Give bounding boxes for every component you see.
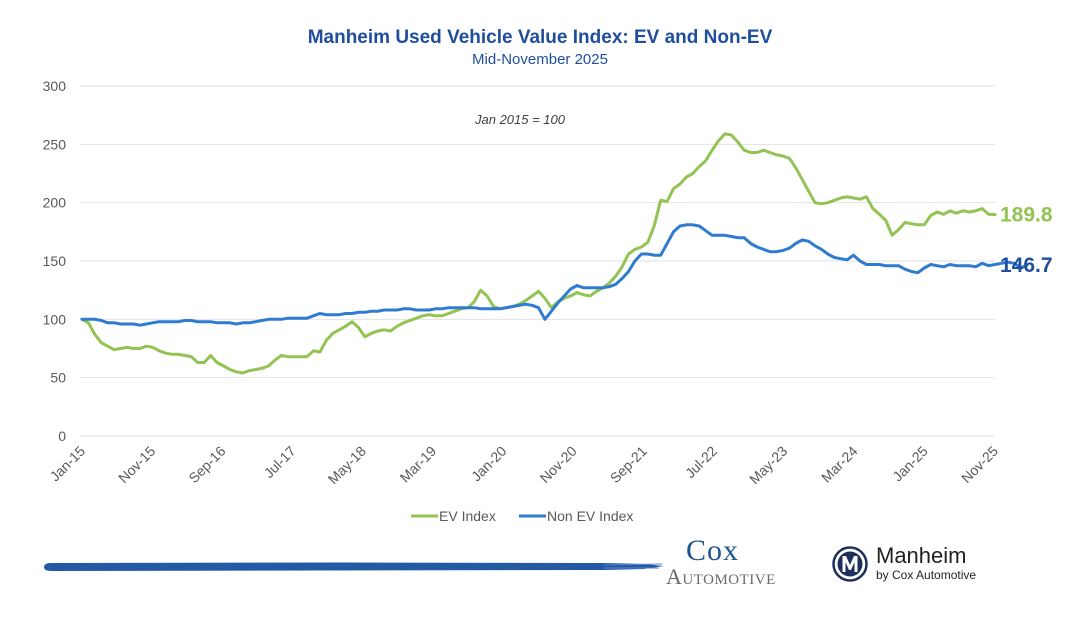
y-tick-label: 50: [50, 370, 66, 386]
x-tick-label: Jan-20: [468, 443, 510, 485]
chart-title: Manheim Used Vehicle Value Index: EV and…: [308, 27, 773, 48]
y-tick-label: 0: [58, 428, 66, 444]
cox-logo-line1: Cox: [686, 534, 740, 567]
x-tick-label: Jul-17: [261, 443, 299, 481]
y-tick-label: 100: [43, 311, 67, 327]
y-tick-label: 150: [43, 253, 67, 269]
gridlines: [80, 85, 995, 437]
x-tick-label: Jan-25: [889, 443, 931, 485]
x-tick-label: Sep-21: [607, 443, 650, 486]
x-tick-label: Mar-24: [818, 443, 861, 486]
manheim-subtitle: by Cox Automotive: [876, 568, 977, 582]
x-tick-label: Mar-19: [397, 443, 440, 486]
cox-automotive-logo: Cox Automotive: [662, 536, 822, 592]
x-tick-label: Nov-20: [537, 443, 580, 486]
x-tick-label: May-23: [746, 443, 790, 487]
x-tick-label: May-18: [325, 443, 369, 487]
y-tick-label: 200: [43, 195, 67, 211]
legend-label: Non EV Index: [547, 508, 633, 524]
x-axis: Jan-15 Nov-15 Sep-16 Jul-17 May-18 Mar-19 Jan-…: [47, 443, 1002, 487]
legend-label: EV Index: [439, 508, 496, 524]
y-axis: 0 50 100 150 200 250 300: [43, 78, 67, 444]
legend-item: EV Index: [411, 508, 496, 524]
legend-item: Non EV Index: [519, 508, 633, 524]
chart-subtitle: Mid-November 2025: [472, 51, 608, 68]
end-value-label: 189.8: [1000, 204, 1053, 227]
manheim-logo: Manheim by Cox Automotive: [832, 544, 1012, 592]
manheim-m-icon: [832, 546, 868, 582]
manheim-name: Manheim: [876, 543, 967, 568]
series-lines: [80, 132, 1029, 375]
line-chart: Manheim Used Vehicle Value Index: EV and…: [43, 27, 1053, 524]
legend: EV Index Non EV Index: [411, 508, 633, 524]
chart-annotation: Jan 2015 = 100: [474, 112, 566, 127]
series-line-non-ev-index: [80, 223, 1029, 327]
x-tick-label: Sep-16: [185, 443, 228, 486]
brush-stroke-decoration: [44, 562, 664, 571]
end-labels: 189.8 146.7: [1000, 204, 1053, 277]
x-tick-label: Nov-15: [115, 443, 158, 486]
cox-logo-line2: Automotive: [666, 564, 776, 589]
x-tick-label: Nov-25: [958, 443, 1001, 486]
x-tick-label: Jul-22: [682, 443, 720, 481]
y-tick-label: 300: [43, 78, 67, 94]
x-tick-label: Jan-15: [47, 443, 89, 485]
end-value-label: 146.7: [1000, 254, 1053, 277]
series-line-ev-index: [80, 132, 997, 375]
y-tick-label: 250: [43, 136, 67, 152]
